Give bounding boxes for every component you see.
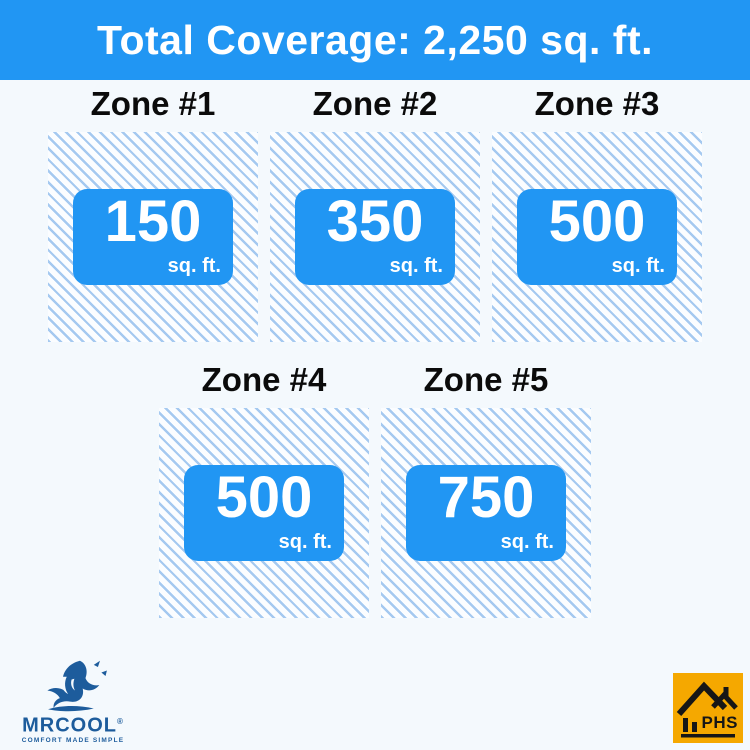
zone-5-value: 750 [437, 465, 535, 530]
phs-label: PHS [701, 713, 738, 732]
zone-1-card: 150 sq. ft. [73, 189, 233, 285]
mrcool-tagline: COMFORT MADE SIMPLE [21, 737, 125, 744]
zone-1-title: Zone #1 [90, 85, 216, 122]
zone-3-area: 500 sq. ft. [492, 132, 702, 342]
zone-1: Zone #1 150 sq. ft. [48, 80, 258, 342]
zone-1-value: 150 [104, 189, 202, 254]
zones-row-bottom: Zone #4 500 sq. ft. Zone #5 750 sq. ft. [0, 356, 750, 618]
zone-5-area: 750 sq. ft. [381, 408, 591, 618]
zone-5: Zone #5 750 sq. ft. [381, 356, 591, 618]
phs-logo: PHS [673, 673, 743, 743]
penguin-icon [14, 658, 132, 712]
zone-2-value: 350 [326, 189, 424, 254]
mrcool-logo: MRCOOL® COMFORT MADE SIMPLE [14, 658, 132, 744]
zone-4-unit: sq. ft. [278, 531, 332, 553]
zone-3-card: 500 sq. ft. [517, 189, 677, 285]
zone-2-area: 350 sq. ft. [270, 132, 480, 342]
zone-2: Zone #2 350 sq. ft. [270, 80, 480, 342]
zone-2-card: 350 sq. ft. [295, 189, 455, 285]
zone-4-title: Zone #4 [201, 361, 327, 398]
total-coverage-title: Total Coverage: 2,250 sq. ft. [96, 16, 653, 63]
zone-5-unit: sq. ft. [500, 531, 554, 553]
zone-4-value: 500 [215, 465, 313, 530]
registered-mark: ® [116, 717, 124, 727]
zones-row-top: Zone #1 150 sq. ft. Zone #2 350 sq. ft. … [0, 80, 750, 342]
mrcool-name: MRCOOL [22, 715, 117, 737]
header-banner: Total Coverage: 2,250 sq. ft. [0, 0, 750, 80]
zone-5-title: Zone #5 [423, 361, 549, 398]
zone-2-unit: sq. ft. [389, 255, 443, 277]
zone-3-value: 500 [548, 189, 646, 254]
mrcool-wordmark: MRCOOL® [14, 712, 132, 736]
zone-3: Zone #3 500 sq. ft. [492, 80, 702, 342]
zone-4-card: 500 sq. ft. [184, 465, 344, 561]
zone-3-unit: sq. ft. [611, 255, 665, 277]
zone-1-area: 150 sq. ft. [48, 132, 258, 342]
zone-4-area: 500 sq. ft. [159, 408, 369, 618]
zone-5-card: 750 sq. ft. [406, 465, 566, 561]
zone-1-unit: sq. ft. [167, 255, 221, 277]
zone-4: Zone #4 500 sq. ft. [159, 356, 369, 618]
zone-2-title: Zone #2 [312, 85, 438, 122]
zone-3-title: Zone #3 [534, 85, 660, 122]
